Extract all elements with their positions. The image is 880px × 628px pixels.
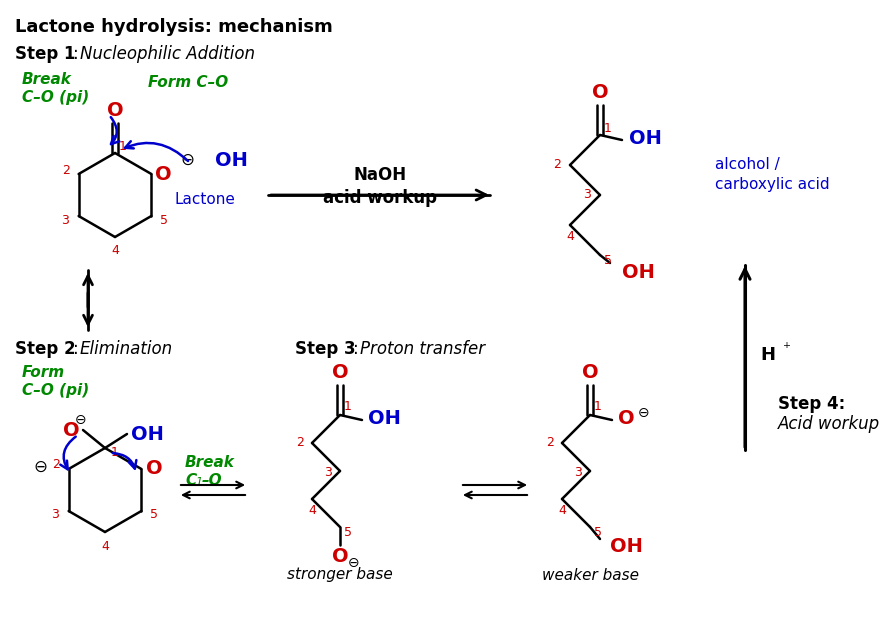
Text: 1: 1: [111, 447, 119, 460]
Text: 1: 1: [119, 141, 127, 153]
Text: 1: 1: [195, 477, 202, 487]
Text: OH: OH: [610, 538, 642, 556]
Text: O: O: [106, 102, 123, 121]
Text: 5: 5: [604, 254, 612, 266]
Text: Elimination: Elimination: [80, 340, 173, 358]
Text: 2: 2: [553, 158, 561, 171]
Text: 4: 4: [566, 230, 574, 244]
Text: :: :: [73, 340, 78, 358]
Text: 5: 5: [150, 509, 158, 521]
Text: OH: OH: [130, 425, 164, 443]
Text: acid workup: acid workup: [323, 189, 437, 207]
Text: OH: OH: [215, 151, 248, 170]
Text: 4: 4: [111, 244, 119, 257]
Text: OH: OH: [368, 408, 400, 428]
Text: 2: 2: [52, 458, 60, 472]
Text: Step 4:: Step 4:: [778, 395, 846, 413]
Text: ⁺: ⁺: [783, 340, 791, 355]
Text: Lactone: Lactone: [175, 193, 236, 207]
Text: Break: Break: [185, 455, 235, 470]
Text: Break: Break: [22, 72, 72, 87]
Text: :: :: [73, 45, 78, 63]
Text: –O: –O: [202, 473, 223, 488]
Text: 1: 1: [604, 121, 612, 134]
Text: NaOH: NaOH: [354, 166, 407, 184]
Text: :: :: [353, 340, 359, 358]
Text: Form C–O: Form C–O: [148, 75, 228, 90]
Text: stronger base: stronger base: [287, 568, 392, 583]
Text: O: O: [332, 364, 348, 382]
Text: 5: 5: [594, 526, 602, 538]
Text: H: H: [760, 346, 775, 364]
Text: Step 1: Step 1: [15, 45, 76, 63]
Text: O: O: [591, 84, 608, 102]
Text: OH: OH: [628, 129, 662, 148]
Text: ⊖: ⊖: [638, 406, 649, 420]
Text: C–O (pi): C–O (pi): [22, 90, 89, 105]
Text: 3: 3: [583, 188, 591, 202]
Text: 4: 4: [308, 504, 316, 517]
Text: Acid workup: Acid workup: [778, 415, 880, 433]
Text: 4: 4: [101, 539, 109, 553]
Text: 5: 5: [344, 526, 352, 538]
Text: 3: 3: [324, 467, 332, 480]
Text: Proton transfer: Proton transfer: [360, 340, 485, 358]
Text: 3: 3: [61, 214, 69, 227]
Text: OH: OH: [621, 264, 655, 283]
Text: ⊖: ⊖: [180, 151, 194, 169]
Text: Lactone hydrolysis: mechanism: Lactone hydrolysis: mechanism: [15, 18, 333, 36]
Text: 3: 3: [574, 467, 582, 480]
Text: O: O: [332, 548, 348, 566]
Text: C–O (pi): C–O (pi): [22, 383, 89, 398]
Text: Nucleophilic Addition: Nucleophilic Addition: [80, 45, 255, 63]
Text: 1: 1: [594, 401, 602, 413]
Text: carboxylic acid: carboxylic acid: [715, 178, 830, 193]
Text: O: O: [618, 408, 634, 428]
Text: 2: 2: [296, 436, 304, 450]
Text: 1: 1: [344, 401, 352, 413]
Text: O: O: [582, 364, 598, 382]
Text: ⊖: ⊖: [348, 556, 360, 570]
Text: C: C: [185, 473, 196, 488]
Text: O: O: [155, 165, 172, 183]
Text: alcohol /: alcohol /: [715, 158, 780, 173]
Text: Step 2: Step 2: [15, 340, 76, 358]
Text: weaker base: weaker base: [541, 568, 639, 583]
Text: O: O: [146, 460, 163, 479]
Text: 3: 3: [51, 509, 59, 521]
Text: 2: 2: [62, 163, 70, 176]
Text: Step 3: Step 3: [295, 340, 356, 358]
Text: 5: 5: [160, 214, 168, 227]
Text: 4: 4: [558, 504, 566, 517]
Text: O: O: [62, 421, 79, 440]
Text: 2: 2: [546, 436, 554, 450]
Text: ⊖: ⊖: [33, 458, 48, 476]
Text: Form: Form: [22, 365, 65, 380]
Text: ⊖: ⊖: [75, 413, 87, 427]
